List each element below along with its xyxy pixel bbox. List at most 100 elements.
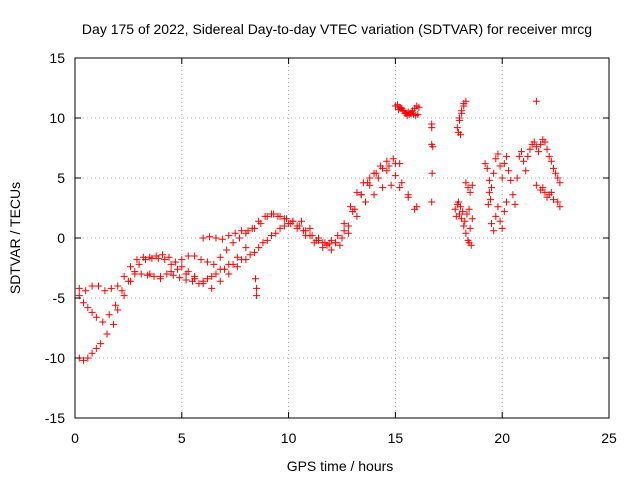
data-point: [235, 234, 243, 242]
data-point: [251, 275, 259, 283]
data-point: [357, 191, 365, 199]
data-point: [515, 152, 523, 160]
data-point: [462, 229, 470, 237]
data-point: [500, 160, 508, 168]
data-point: [182, 276, 190, 284]
data-point: [353, 188, 361, 196]
data-point: [101, 287, 109, 295]
data-point: [178, 263, 186, 271]
data-point: [340, 220, 348, 228]
data-point: [484, 200, 492, 208]
data-point: [370, 191, 378, 199]
data-point: [486, 196, 494, 204]
data-point: [133, 256, 141, 264]
data-point: [146, 270, 154, 278]
series-track-b: [75, 160, 399, 326]
y-tick-label: -15: [45, 410, 65, 426]
data-point: [459, 208, 467, 216]
data-point: [208, 272, 216, 280]
data-point: [396, 184, 404, 192]
data-point: [494, 203, 502, 211]
data-point: [216, 253, 224, 261]
data-point: [488, 220, 496, 228]
data-point: [547, 188, 555, 196]
series-cluster-g: [428, 120, 437, 206]
data-point: [359, 179, 367, 187]
data-point: [270, 210, 278, 218]
data-point: [210, 260, 218, 268]
data-point: [109, 320, 117, 328]
series-track-d: [199, 162, 419, 247]
data-point: [549, 164, 557, 172]
data-point: [556, 179, 564, 187]
data-point: [500, 208, 508, 216]
data-point: [539, 184, 547, 192]
series-cluster-f: [391, 101, 423, 120]
data-point: [389, 155, 397, 163]
data-point: [195, 280, 203, 288]
data-point: [167, 260, 175, 268]
data-point: [146, 253, 154, 261]
data-point: [451, 205, 459, 213]
data-point: [457, 203, 465, 211]
data-point: [302, 227, 310, 235]
data-point: [387, 181, 395, 189]
data-point: [276, 224, 284, 232]
series-track-c: [75, 155, 404, 295]
data-point: [532, 181, 540, 189]
data-point: [163, 270, 171, 278]
data-point: [120, 272, 128, 280]
data-point: [460, 100, 468, 108]
data-point: [242, 244, 250, 252]
data-point: [218, 235, 226, 243]
data-point: [308, 232, 316, 240]
data-point: [532, 97, 540, 105]
data-point: [532, 143, 540, 151]
data-point: [191, 272, 199, 280]
data-point: [379, 184, 387, 192]
data-point: [315, 236, 323, 244]
data-point: [502, 198, 510, 206]
data-point: [452, 212, 460, 220]
data-point: [191, 252, 199, 260]
data-point: [398, 179, 406, 187]
data-point: [268, 232, 276, 240]
data-point: [366, 174, 374, 182]
data-point: [490, 169, 498, 177]
data-point: [184, 268, 192, 276]
data-point: [169, 271, 177, 279]
y-tick-label: 5: [57, 170, 65, 186]
data-point: [556, 203, 564, 211]
data-point: [223, 246, 231, 254]
data-point: [464, 184, 472, 192]
data-point: [92, 313, 100, 321]
data-point: [383, 167, 391, 175]
data-point: [114, 282, 122, 290]
data-point: [488, 184, 496, 192]
data-point: [82, 287, 90, 295]
data-point: [454, 198, 462, 206]
data-point: [340, 227, 348, 235]
data-point: [485, 176, 493, 184]
data-point: [212, 234, 220, 242]
data-point: [467, 241, 475, 249]
data-point: [238, 227, 246, 235]
data-point: [244, 227, 252, 235]
data-point: [530, 138, 538, 146]
data-point: [84, 304, 92, 312]
data-point: [428, 140, 436, 148]
data-point: [225, 232, 233, 240]
x-tick-label: 5: [178, 430, 186, 446]
data-point: [485, 188, 493, 196]
data-point: [206, 233, 214, 241]
data-point: [103, 330, 111, 338]
y-tick-label: 10: [49, 110, 65, 126]
data-point: [159, 251, 167, 259]
y-axis-label: SDTVAR / TECUs: [7, 182, 23, 294]
data-point: [353, 212, 361, 220]
data-point: [92, 344, 100, 352]
data-point: [80, 299, 88, 307]
data-point: [481, 160, 489, 168]
data-point: [118, 287, 126, 295]
data-point: [505, 167, 513, 175]
